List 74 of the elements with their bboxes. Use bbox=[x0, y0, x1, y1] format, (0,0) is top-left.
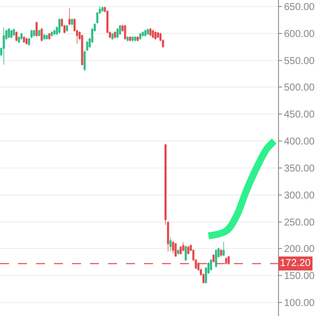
candlestick bbox=[118, 24, 122, 36]
candlestick bbox=[8, 28, 10, 39]
candlestick bbox=[53, 29, 56, 36]
candlestick bbox=[124, 24, 126, 40]
candlestick bbox=[152, 29, 154, 39]
candlestick bbox=[15, 30, 18, 42]
y-tick-label: 200.00 bbox=[284, 244, 316, 256]
candlestick bbox=[84, 50, 86, 72]
y-tick-label: 650.00 bbox=[284, 2, 316, 13]
y-tick-label: 150.00 bbox=[284, 271, 316, 282]
candlestick bbox=[36, 21, 38, 37]
candlestick bbox=[146, 28, 149, 36]
candlestick bbox=[126, 36, 129, 42]
y-tick-label: 300.00 bbox=[284, 190, 316, 202]
candlestick bbox=[210, 258, 212, 272]
candlestick bbox=[81, 34, 84, 66]
candlestick bbox=[220, 248, 222, 258]
candlestick bbox=[114, 30, 116, 39]
y-tick-label: 400.00 bbox=[284, 136, 316, 148]
y-tick-label: 250.00 bbox=[284, 217, 316, 228]
candlestick bbox=[86, 40, 88, 52]
ref-line-label: 172.20 bbox=[280, 258, 312, 269]
candlestick bbox=[172, 240, 174, 254]
candlestick bbox=[139, 32, 142, 40]
candlestick bbox=[149, 28, 152, 36]
candlestick bbox=[134, 36, 136, 42]
candlestick bbox=[170, 237, 172, 252]
candlestick bbox=[215, 248, 218, 268]
y-tick-label: 450.00 bbox=[284, 110, 316, 121]
candlestick bbox=[177, 248, 180, 255]
y-tick-label: 100.00 bbox=[284, 298, 316, 310]
candlestick bbox=[22, 36, 26, 44]
candlestick bbox=[10, 29, 12, 39]
y-tick-label: 350.00 bbox=[284, 163, 316, 174]
candlestick bbox=[184, 245, 187, 262]
candlestick bbox=[154, 30, 156, 40]
candlestick bbox=[20, 32, 23, 40]
candlestick bbox=[43, 34, 46, 40]
y-tick-label: 550.00 bbox=[284, 56, 316, 67]
candlestick bbox=[106, 10, 108, 34]
candlestick bbox=[180, 246, 182, 255]
candlestick bbox=[212, 254, 215, 264]
candlestick bbox=[101, 6, 104, 12]
candlestick bbox=[58, 18, 60, 34]
candlestick bbox=[66, 24, 68, 32]
candlestick bbox=[156, 31, 160, 39]
candlestick bbox=[228, 255, 230, 266]
candlestick bbox=[33, 29, 36, 37]
candlestick bbox=[48, 32, 50, 40]
candlestick bbox=[38, 29, 40, 37]
candlestick bbox=[46, 34, 48, 40]
candlestick bbox=[142, 30, 144, 37]
candlestick bbox=[129, 36, 132, 42]
candlestick bbox=[30, 29, 33, 39]
candlestick bbox=[28, 37, 30, 46]
candlestick bbox=[144, 29, 146, 37]
candlestick bbox=[174, 242, 177, 258]
y-tick-label: 500.00 bbox=[284, 82, 316, 94]
candlestick bbox=[2, 27, 5, 65]
candlestick bbox=[68, 8, 71, 26]
candlestick bbox=[12, 28, 15, 36]
candlestick bbox=[25, 37, 28, 45]
candlestick bbox=[111, 32, 114, 40]
candlestick bbox=[40, 28, 43, 42]
candlestick bbox=[132, 36, 134, 42]
candlestick bbox=[187, 246, 190, 255]
candlestick bbox=[222, 241, 225, 257]
candlestick bbox=[18, 36, 20, 44]
candlestick bbox=[136, 36, 139, 42]
candlestick bbox=[50, 30, 53, 37]
candlestick bbox=[116, 28, 119, 39]
candlestick bbox=[70, 18, 74, 26]
candlestick bbox=[182, 242, 184, 252]
y-tick-label: 600.00 bbox=[284, 28, 316, 40]
